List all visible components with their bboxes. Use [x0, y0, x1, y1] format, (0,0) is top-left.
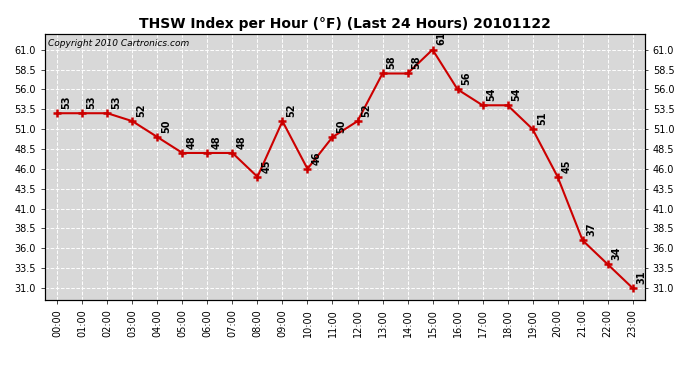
Text: 34: 34	[612, 247, 622, 260]
Text: 48: 48	[186, 135, 197, 149]
Text: 54: 54	[486, 88, 497, 101]
Text: 31: 31	[637, 270, 647, 284]
Text: 46: 46	[312, 151, 322, 165]
Text: 53: 53	[112, 96, 121, 109]
Text: 54: 54	[512, 88, 522, 101]
Text: 52: 52	[362, 104, 372, 117]
Text: 52: 52	[137, 104, 146, 117]
Text: 48: 48	[237, 135, 246, 149]
Text: 58: 58	[386, 56, 397, 69]
Text: 50: 50	[161, 119, 172, 133]
Text: 56: 56	[462, 72, 472, 85]
Text: 48: 48	[212, 135, 221, 149]
Text: 51: 51	[537, 111, 546, 125]
Title: THSW Index per Hour (°F) (Last 24 Hours) 20101122: THSW Index per Hour (°F) (Last 24 Hours)…	[139, 17, 551, 31]
Text: 61: 61	[437, 32, 446, 45]
Text: 52: 52	[286, 104, 297, 117]
Text: 53: 53	[86, 96, 97, 109]
Text: 37: 37	[586, 223, 597, 236]
Text: 50: 50	[337, 119, 346, 133]
Text: 53: 53	[61, 96, 72, 109]
Text: 45: 45	[562, 159, 572, 172]
Text: 58: 58	[412, 56, 422, 69]
Text: Copyright 2010 Cartronics.com: Copyright 2010 Cartronics.com	[48, 39, 189, 48]
Text: 45: 45	[262, 159, 272, 172]
